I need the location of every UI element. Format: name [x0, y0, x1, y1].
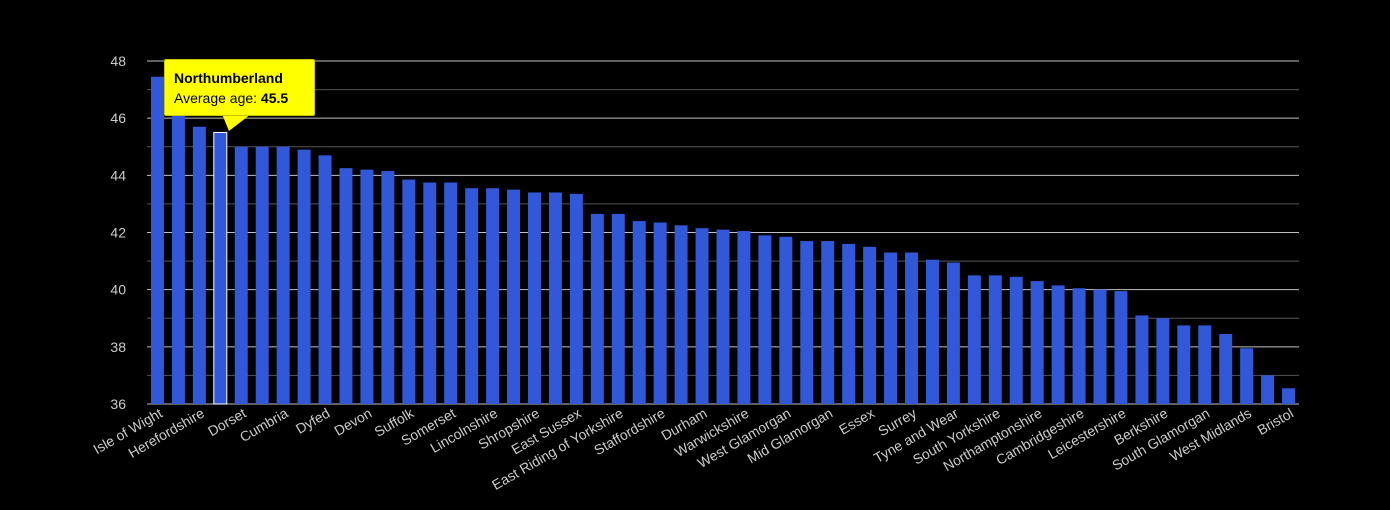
x-tick-label: Essex	[836, 405, 877, 438]
bar[interactable]	[653, 222, 667, 404]
bar[interactable]	[381, 171, 395, 404]
tooltip-label: Average age:	[174, 90, 258, 106]
x-tick-label: Cumbria	[237, 405, 291, 445]
bar[interactable]	[1072, 288, 1086, 404]
tooltip: Northumberland Average age: 45.5	[164, 59, 315, 116]
bar[interactable]	[1156, 318, 1170, 404]
bar[interactable]	[360, 169, 374, 404]
bar[interactable]	[1219, 333, 1233, 404]
y-tick-label: 36	[110, 396, 126, 412]
bar[interactable]	[1030, 281, 1044, 404]
y-tick-label: 42	[110, 225, 126, 241]
bar[interactable]	[465, 188, 479, 404]
bar[interactable]	[863, 246, 877, 404]
bar[interactable]	[276, 146, 290, 404]
bar[interactable]	[737, 231, 751, 404]
tooltip-title: Northumberland	[174, 70, 283, 86]
bar[interactable]	[946, 262, 960, 404]
bar[interactable]	[1051, 285, 1065, 404]
bar[interactable]	[1177, 325, 1191, 404]
bar[interactable]	[758, 235, 772, 404]
bar[interactable]	[925, 259, 939, 404]
bar[interactable]	[171, 115, 185, 404]
y-tick-label: 46	[110, 110, 126, 126]
bar[interactable]	[590, 213, 604, 404]
y-axis-tick-labels: 36 38 40 42 44 46 48	[110, 53, 126, 412]
bar[interactable]	[611, 213, 625, 404]
bar[interactable]	[444, 182, 458, 404]
tooltip-pointer	[222, 114, 251, 131]
bar[interactable]	[339, 168, 353, 404]
bar[interactable]	[297, 149, 311, 404]
x-tick-label: Devon	[331, 405, 374, 439]
bar[interactable]	[234, 146, 248, 404]
bar[interactable]	[632, 221, 646, 404]
y-tick-label: 48	[110, 53, 126, 69]
bar[interactable]	[674, 225, 688, 404]
bar[interactable]	[507, 189, 521, 404]
bar[interactable]	[569, 193, 583, 404]
bar[interactable]	[1261, 375, 1275, 404]
x-tick-label: Dyfed	[293, 405, 333, 437]
bar[interactable]	[318, 155, 332, 404]
bar[interactable]	[716, 229, 730, 404]
bar[interactable]	[779, 236, 793, 404]
x-tick-label: Bristol	[1254, 405, 1296, 438]
bar[interactable]	[1009, 276, 1023, 404]
y-tick-label: 38	[110, 339, 126, 355]
bar[interactable]	[884, 252, 898, 404]
bar[interactable]	[548, 192, 562, 404]
bar[interactable]	[800, 241, 814, 404]
bar[interactable]	[1198, 325, 1212, 404]
bar[interactable]	[1135, 315, 1149, 404]
bar[interactable]	[1114, 291, 1128, 404]
bar[interactable]	[842, 243, 856, 404]
tooltip-value: 45.5	[260, 90, 289, 106]
bar[interactable]	[905, 252, 919, 404]
y-tick-label: 40	[110, 282, 126, 298]
bars	[150, 76, 1296, 405]
bar-highlighted[interactable]	[213, 131, 228, 405]
bar[interactable]	[1093, 289, 1107, 404]
bar[interactable]	[527, 192, 541, 404]
bar[interactable]	[255, 146, 269, 404]
bar[interactable]	[192, 126, 206, 404]
bar[interactable]	[1282, 388, 1296, 404]
bar[interactable]	[988, 275, 1002, 404]
bar[interactable]	[486, 188, 500, 404]
bar[interactable]	[150, 76, 164, 405]
bar[interactable]	[1240, 348, 1254, 404]
bar[interactable]	[402, 179, 416, 404]
bar[interactable]	[423, 182, 437, 404]
bar[interactable]	[821, 241, 835, 404]
bar[interactable]	[695, 228, 709, 404]
y-tick-label: 44	[110, 167, 126, 183]
bar[interactable]	[967, 275, 981, 404]
